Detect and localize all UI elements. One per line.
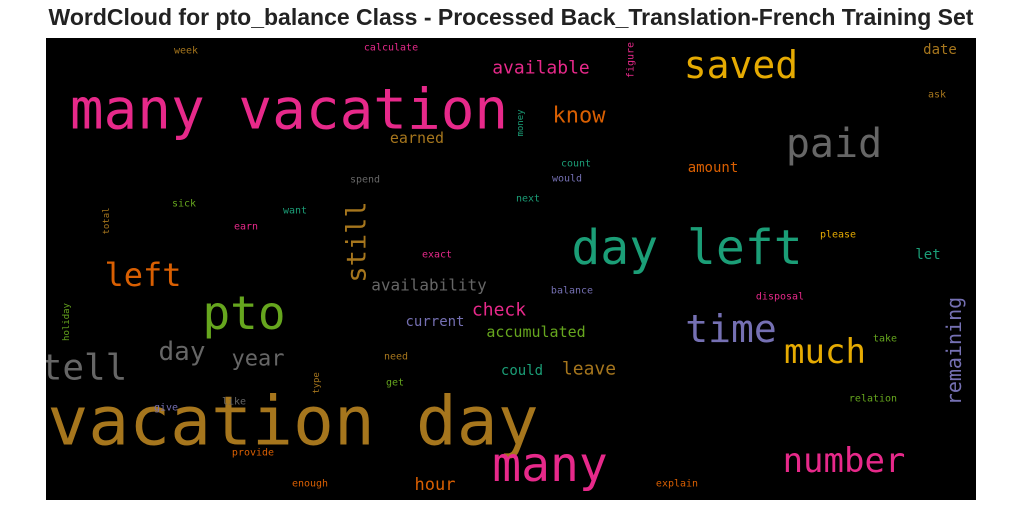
word-spend: spend [350, 175, 380, 186]
word-type: type [312, 372, 322, 394]
word-number: number [783, 441, 906, 481]
word-left: left [104, 256, 181, 294]
word-amount: amount [688, 160, 739, 176]
wordcloud-background [46, 38, 976, 500]
word-count: count [561, 159, 591, 170]
word-next: next [516, 194, 540, 205]
word-money: money [516, 109, 526, 137]
word-available: available [492, 58, 590, 79]
word-get: get [386, 378, 404, 389]
word-vacation-day: vacation day [47, 383, 538, 462]
word-year: year [232, 347, 285, 372]
word-explain: explain [656, 479, 698, 490]
word-exact: exact [422, 250, 452, 261]
word-many-vacation: many vacation [70, 78, 508, 143]
word-saved: saved [684, 43, 798, 87]
word-date: date [923, 42, 957, 58]
word-sick: sick [172, 199, 196, 210]
word-ask: ask [928, 90, 946, 101]
word-relation: relation [849, 394, 897, 405]
word-balance: balance [551, 286, 593, 297]
word-pto: pto [202, 286, 285, 340]
word-earn: earn [234, 222, 258, 233]
word-much: much [784, 332, 866, 372]
word-time: time [685, 307, 777, 351]
word-day-left: day left [571, 220, 802, 276]
word-current: current [405, 314, 464, 330]
word-give: give [154, 403, 178, 414]
word-like: like [222, 397, 246, 408]
word-want: want [283, 206, 307, 217]
wordcloud-svg: vacation day many vacation day left many sav… [46, 38, 976, 500]
word-please: please [820, 230, 856, 241]
word-know: know [553, 104, 607, 129]
word-earned: earned [390, 129, 444, 147]
word-total: total [102, 207, 112, 234]
word-take: take [873, 334, 897, 345]
word-need: need [384, 352, 408, 363]
word-would: would [552, 174, 582, 185]
word-tell: tell [46, 348, 127, 389]
word-many: many [492, 437, 608, 493]
word-check: check [472, 300, 526, 321]
word-still: still [342, 201, 373, 282]
word-availability: availability [371, 276, 487, 295]
word-hour: hour [415, 475, 456, 495]
word-paid: paid [786, 121, 882, 167]
wordcloud-canvas: vacation day many vacation day left many sav… [46, 38, 976, 500]
word-holiday: holiday [62, 302, 72, 341]
word-provide: provide [232, 448, 274, 459]
word-accumulated: accumulated [486, 323, 585, 341]
word-week: week [174, 46, 198, 57]
word-day: day [159, 337, 206, 367]
word-disposal: disposal [756, 292, 804, 303]
word-enough: enough [292, 479, 328, 490]
word-could: could [501, 363, 543, 379]
word-calculate: calculate [364, 43, 418, 54]
word-leave: leave [562, 359, 616, 380]
chart-title: WordCloud for pto_balance Class - Proces… [48, 4, 974, 30]
word-remaining: remaining [942, 297, 966, 405]
word-let: let [915, 247, 940, 263]
word-figure: figure [626, 42, 637, 78]
